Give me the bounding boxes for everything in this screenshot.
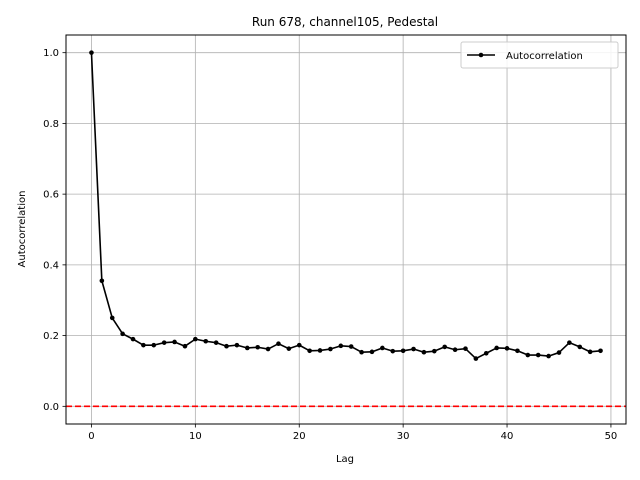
data-point	[463, 346, 468, 351]
data-point	[567, 340, 572, 345]
data-point	[317, 348, 323, 353]
data-point	[338, 343, 344, 349]
data-point	[276, 341, 281, 347]
data-point	[141, 342, 146, 348]
data-point	[348, 344, 354, 349]
data-point	[587, 349, 593, 355]
y-tick-label: 0.6	[43, 190, 59, 201]
data-point	[421, 349, 427, 355]
y-axis: 0.0 0.2 0.4 0.6 0.8 1.0	[43, 48, 66, 413]
data-point	[504, 346, 510, 351]
data-point	[452, 347, 458, 353]
data-point	[359, 349, 364, 355]
x-tick-label: 50	[605, 431, 618, 442]
data-point	[255, 344, 260, 350]
data-point	[203, 338, 209, 344]
data-point	[244, 345, 250, 351]
x-tick-label: 10	[189, 431, 202, 442]
data-point	[265, 346, 271, 352]
data-point	[109, 315, 115, 321]
data-point	[473, 356, 479, 361]
data-point	[161, 340, 167, 345]
data-point	[369, 349, 375, 355]
data-point	[213, 340, 219, 345]
data-point	[390, 348, 396, 354]
y-tick-label: 0.4	[43, 260, 59, 271]
x-tick-label: 40	[501, 431, 514, 442]
data-point	[130, 336, 136, 342]
data-point	[494, 345, 499, 351]
y-tick-label: 0.8	[43, 119, 59, 130]
data-point	[535, 352, 541, 358]
legend-box	[460, 41, 619, 69]
series-group	[89, 50, 603, 361]
data-point	[400, 348, 406, 354]
data-point	[224, 343, 229, 349]
data-point	[296, 342, 302, 348]
data-point	[151, 342, 157, 348]
data-point	[515, 348, 520, 354]
y-axis-label: Autocorrelation	[17, 191, 28, 268]
data-point	[99, 278, 105, 284]
y-tick-label: 0.0	[43, 402, 59, 413]
data-point	[442, 344, 448, 350]
data-point	[286, 346, 292, 351]
x-tick-label: 30	[397, 431, 410, 442]
data-point	[556, 350, 562, 355]
data-point	[307, 348, 312, 354]
data-point	[89, 50, 94, 55]
data-point	[234, 342, 240, 348]
legend-marker-swatch	[478, 52, 484, 58]
data-point	[328, 346, 333, 352]
data-point	[577, 344, 583, 350]
y-tick-label: 0.2	[43, 331, 59, 342]
data-point	[172, 339, 177, 345]
data-point	[525, 352, 531, 358]
data-point	[598, 348, 603, 354]
legend-entry-autocorrelation: Autocorrelation	[506, 51, 583, 62]
x-axis: 0 10 20 30 40 50	[88, 424, 617, 442]
data-point	[432, 348, 437, 354]
data-point	[380, 345, 385, 351]
data-point	[182, 343, 188, 349]
y-tick-label: 1.0	[43, 48, 59, 59]
data-point	[546, 353, 551, 359]
data-point	[120, 331, 125, 337]
chart-title: Run 678, channel105, Pedestal	[252, 15, 438, 29]
plot-frame	[65, 34, 627, 425]
data-point	[411, 346, 416, 352]
x-tick-label: 20	[293, 431, 306, 442]
x-tick-label: 0	[88, 431, 94, 442]
legend: Autocorrelation	[460, 41, 619, 69]
data-point	[193, 336, 198, 342]
data-point	[483, 350, 489, 356]
x-axis-label: Lag	[336, 454, 354, 465]
